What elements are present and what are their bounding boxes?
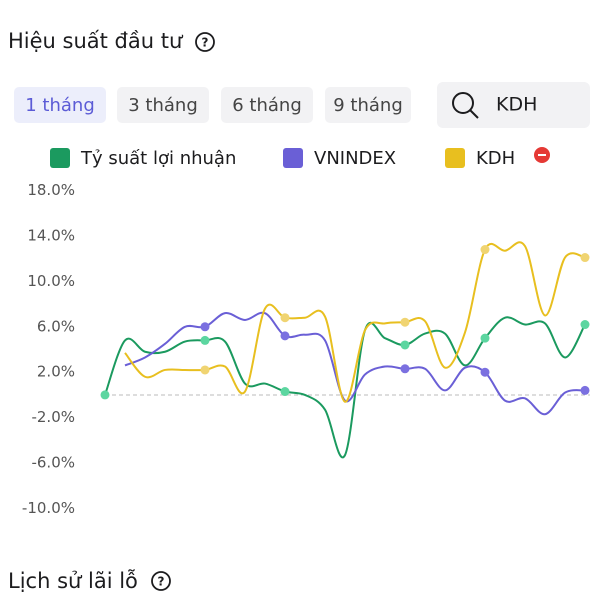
period-tab[interactable]: 6 tháng [221,87,313,123]
section-title: Lịch sử lãi lỗ [8,568,138,593]
tab-bg [325,87,411,123]
y-tick-label: -2.0% [31,408,75,426]
point-marker [280,313,290,323]
svg-text:?: ? [202,36,209,50]
period-tab[interactable]: 3 tháng [117,87,209,123]
tab-label: 3 tháng [128,95,198,116]
y-tick-label: 6.0% [37,317,75,335]
tab-bg [117,87,209,123]
point-marker [480,367,490,377]
point-marker [580,253,590,263]
period-tab[interactable]: 9 tháng [325,87,411,123]
point-marker [580,320,590,330]
point-marker [200,322,210,332]
search-icon [452,92,474,114]
legend-label: KDH [476,148,515,169]
legend-swatch [283,148,303,168]
svg-text:?: ? [158,575,165,589]
tab-bg [14,87,106,123]
section-title: Hiệu suất đầu tư [8,29,184,53]
search-icon [469,109,479,119]
y-tick-label: 10.0% [27,272,75,290]
tab-label: 6 tháng [232,95,302,116]
tab-bg [221,87,313,123]
point-marker [580,385,590,395]
period-tab[interactable]: 1 tháng [14,87,106,123]
y-tick-label: 18.0% [27,181,75,199]
series-line [124,241,586,403]
point-marker [200,365,210,375]
y-tick-label: -10.0% [22,499,75,517]
search-text: KDH [496,94,537,116]
y-tick-label: 2.0% [37,363,75,381]
tab-label: 9 tháng [333,95,403,116]
y-tick-label: 14.0% [27,226,75,244]
legend-swatch [445,148,465,168]
legend-swatch [50,148,70,168]
point-marker [100,390,110,400]
tab-label: 1 tháng [25,95,95,116]
legend-label: VNINDEX [314,148,396,169]
point-marker [400,340,410,350]
point-marker [400,364,410,374]
point-marker [200,335,210,345]
point-marker [280,387,290,397]
help-icon[interactable]: ? [151,571,171,591]
series-line [104,316,586,459]
point-marker [480,333,490,343]
point-marker [400,317,410,327]
help-icon[interactable]: ? [195,32,215,52]
point-marker [280,331,290,341]
y-tick-label: -6.0% [31,454,75,472]
point-marker [480,245,490,255]
legend-label: Tỷ suất lợi nhuận [80,148,236,169]
